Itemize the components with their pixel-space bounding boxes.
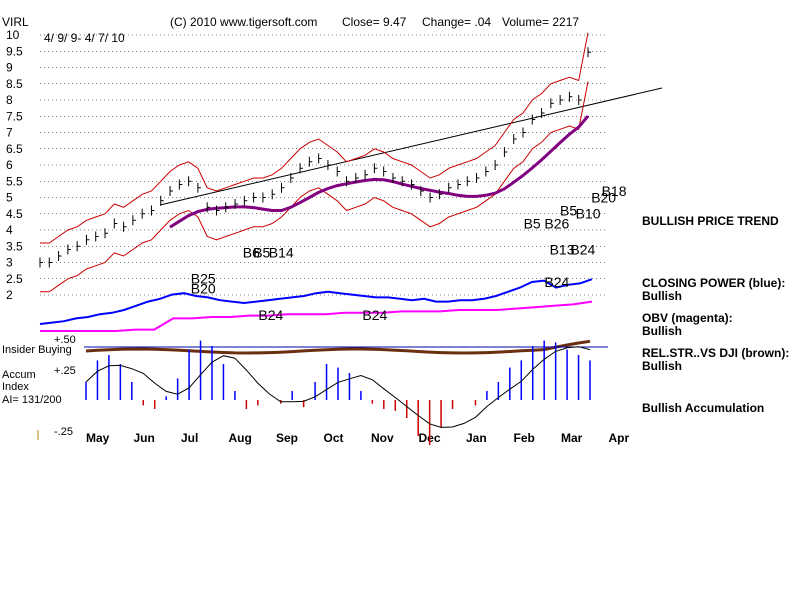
accum-subtitle: Index xyxy=(2,381,29,393)
signal-label: B24 xyxy=(258,307,283,323)
price-bars xyxy=(39,47,591,268)
y-tick-label: 3.5 xyxy=(6,239,23,253)
x-month-label: Mar xyxy=(561,431,583,445)
y-tick-label: 7 xyxy=(6,126,13,140)
signal-label: B20 xyxy=(591,189,616,205)
x-month-label: Feb xyxy=(514,431,535,445)
accum-title: Accum xyxy=(2,369,36,381)
relative-strength-line xyxy=(85,339,591,355)
trend-label: BULLISH PRICE TREND xyxy=(642,214,779,228)
rs-value: Bullish xyxy=(642,359,682,373)
cp-value: Bullish xyxy=(642,289,682,303)
insider-buying: Insider Buying xyxy=(2,344,72,356)
close-value: Close= 9.47 xyxy=(342,15,407,29)
accum-ma-line xyxy=(85,346,591,428)
signal-label: B10 xyxy=(576,206,601,222)
date-range: 4/ 9/ 9- 4/ 7/ 10 xyxy=(44,31,125,45)
signal-label: B5 xyxy=(560,202,577,218)
accum-label-top: +.50 xyxy=(54,334,76,346)
y-tick-label: 7.5 xyxy=(6,109,23,123)
y-tick-label: 2.5 xyxy=(6,272,23,286)
signal-label: B5 xyxy=(524,215,541,231)
change-value: Change= .04 xyxy=(422,15,491,29)
signal-label: B14 xyxy=(269,245,294,261)
x-month-label: May xyxy=(86,431,110,445)
obv-title: OBV (magenta): xyxy=(642,311,733,325)
rs-title: REL.STR..VS DJI (brown): xyxy=(642,346,789,360)
month-x-ticks: MayJunJulAugSepOctNovDecJanFebMarApr xyxy=(86,431,629,445)
accum-ai: AI= 131/200 xyxy=(2,394,62,406)
y-tick-label: 9.5 xyxy=(6,44,23,58)
y-tick-label: 4 xyxy=(6,223,13,237)
cp-title: CLOSING POWER (blue): xyxy=(642,276,785,290)
signal-label: B13 xyxy=(550,241,575,257)
x-month-label: Nov xyxy=(371,431,394,445)
signal-label: B26 xyxy=(544,215,569,231)
signal-label: B24 xyxy=(362,307,387,323)
signal-label: B24 xyxy=(544,274,569,290)
y-tick-label: 4.5 xyxy=(6,207,23,221)
moving-average-line xyxy=(169,115,590,229)
accum-index-bars xyxy=(85,340,591,445)
accum-label-bottom: -.25 xyxy=(54,426,73,438)
upper-band-line xyxy=(40,32,589,244)
obv-line xyxy=(40,300,593,332)
y-tick-label: 9 xyxy=(6,61,13,75)
signal-label: B24 xyxy=(570,241,595,257)
signal-label: B18 xyxy=(602,183,627,199)
copyright: (C) 2010 www.tigersoft.com xyxy=(170,15,317,29)
x-month-label: Jul xyxy=(181,431,198,445)
signal-label: B5 xyxy=(253,245,270,261)
y-tick-label: 2 xyxy=(6,288,13,302)
x-month-label: Jun xyxy=(134,431,155,445)
y-tick-label: 6.5 xyxy=(6,142,23,156)
x-month-label: Jan xyxy=(466,431,487,445)
y-tick-label: 8.5 xyxy=(6,77,23,91)
obv-value: Bullish xyxy=(642,324,682,338)
y-tick-label: 6 xyxy=(6,158,13,172)
trendline xyxy=(159,87,663,206)
y-tick-label: 5.5 xyxy=(6,174,23,188)
x-month-label: Sep xyxy=(276,431,298,445)
y-tick-label: 8 xyxy=(6,93,13,107)
ticker: VIRL xyxy=(2,15,29,29)
signal-label: B6 xyxy=(243,245,260,261)
accum-summary: Bullish Accumulation xyxy=(642,401,764,415)
y-tick-label: 10 xyxy=(6,28,20,42)
accum-label-mid: +.25 xyxy=(54,365,76,377)
price-y-ticks: 10 9.5 9 8.5 8 7.5 7 6.5 6 5.5 5 4.5 4 3.5 3 2.5 2 xyxy=(6,28,23,302)
x-month-label: Oct xyxy=(324,431,344,445)
price-grid xyxy=(40,34,608,296)
x-month-label: Aug xyxy=(229,431,252,445)
closing-power-line xyxy=(39,278,593,325)
signal-label: B25 xyxy=(191,271,216,287)
signal-label: B20 xyxy=(191,280,216,296)
volume-value: Volume= 2217 xyxy=(502,15,579,29)
x-month-label: Apr xyxy=(609,431,630,445)
y-tick-label: 5 xyxy=(6,191,13,205)
y-tick-label: 3 xyxy=(6,256,13,270)
